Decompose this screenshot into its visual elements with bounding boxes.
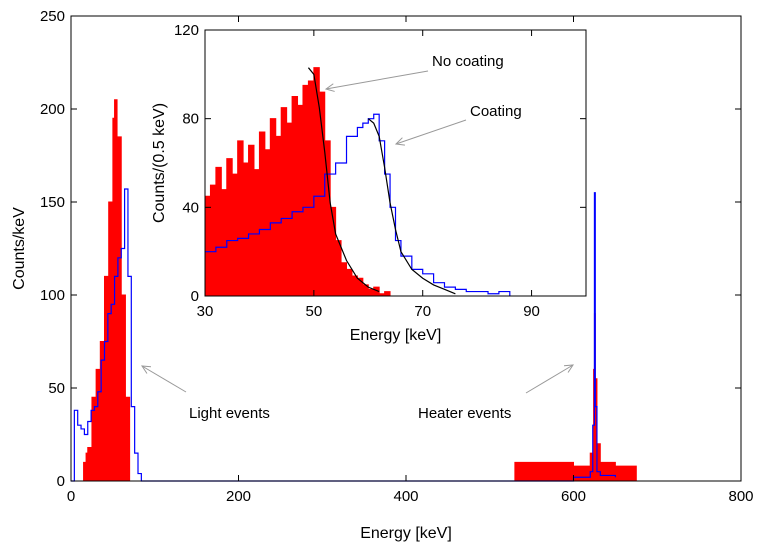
arrow-no-coating-head (324, 83, 335, 92)
inset-series-1-step (205, 113, 511, 296)
annotation-coating: Coating (470, 103, 522, 120)
arrow-light-events-head (141, 365, 152, 374)
annotation-light-events: Light events (189, 405, 270, 422)
main-y-tick-label: 0 (57, 473, 65, 490)
inset-series-0-filled (204, 67, 391, 297)
main-series-1-step (71, 188, 616, 482)
inset-plot-frame (204, 29, 587, 297)
arrow-no-coating-shaft (325, 70, 429, 90)
main-x-tick-label: 400 (393, 488, 418, 505)
inset-y-axis-title: Counts/(0.5 keV) (151, 103, 168, 223)
arrow-coating-head (394, 137, 405, 146)
main-x-tick-label: 800 (728, 488, 753, 505)
inset-series-2-fit (307, 67, 380, 293)
inset-x-tick-label: 90 (523, 303, 540, 320)
inset-series-3-fit (367, 118, 456, 295)
inset-chart: 30 50 70 90 0 40 80 120 Energy [keV] Counts/(0.5 … (151, 22, 587, 344)
inset-x-axis-title: Energy [keV] (350, 327, 442, 344)
inset-y-tick-label: 80 (182, 111, 199, 128)
main-y-tick-label: 200 (40, 101, 65, 118)
inset-x-tick-label: 30 (197, 303, 214, 320)
inset-y-tick-label: 0 (191, 288, 199, 305)
arrow-coating-shaft (395, 119, 467, 145)
main-series-0-filled (79, 99, 637, 482)
main-y-tick-label: 50 (48, 380, 65, 397)
main-y-axis-title: Counts/keV (11, 207, 28, 290)
main-x-tick-label: 600 (561, 488, 586, 505)
annotation-heater-events: Heater events (418, 405, 511, 422)
arrow-light-events-shaft (141, 365, 187, 393)
inset-x-tick-label: 50 (306, 303, 323, 320)
annotation-no-coating: No coating (432, 53, 504, 70)
main-y-tick-label: 150 (40, 194, 65, 211)
inset-y-tick-label: 40 (182, 199, 199, 216)
inset-y-tick-label: 120 (174, 22, 199, 39)
inset-x-tick-label: 70 (414, 303, 431, 320)
main-y-tick-label: 250 (40, 8, 65, 25)
arrow-heater-events-head (563, 364, 574, 373)
main-x-axis-title: Energy [keV] (360, 525, 452, 542)
main-x-tick-label: 200 (226, 488, 251, 505)
main-y-tick-label: 100 (40, 287, 65, 304)
main-x-tick-label: 0 (67, 488, 75, 505)
arrow-heater-events-shaft (525, 364, 574, 394)
